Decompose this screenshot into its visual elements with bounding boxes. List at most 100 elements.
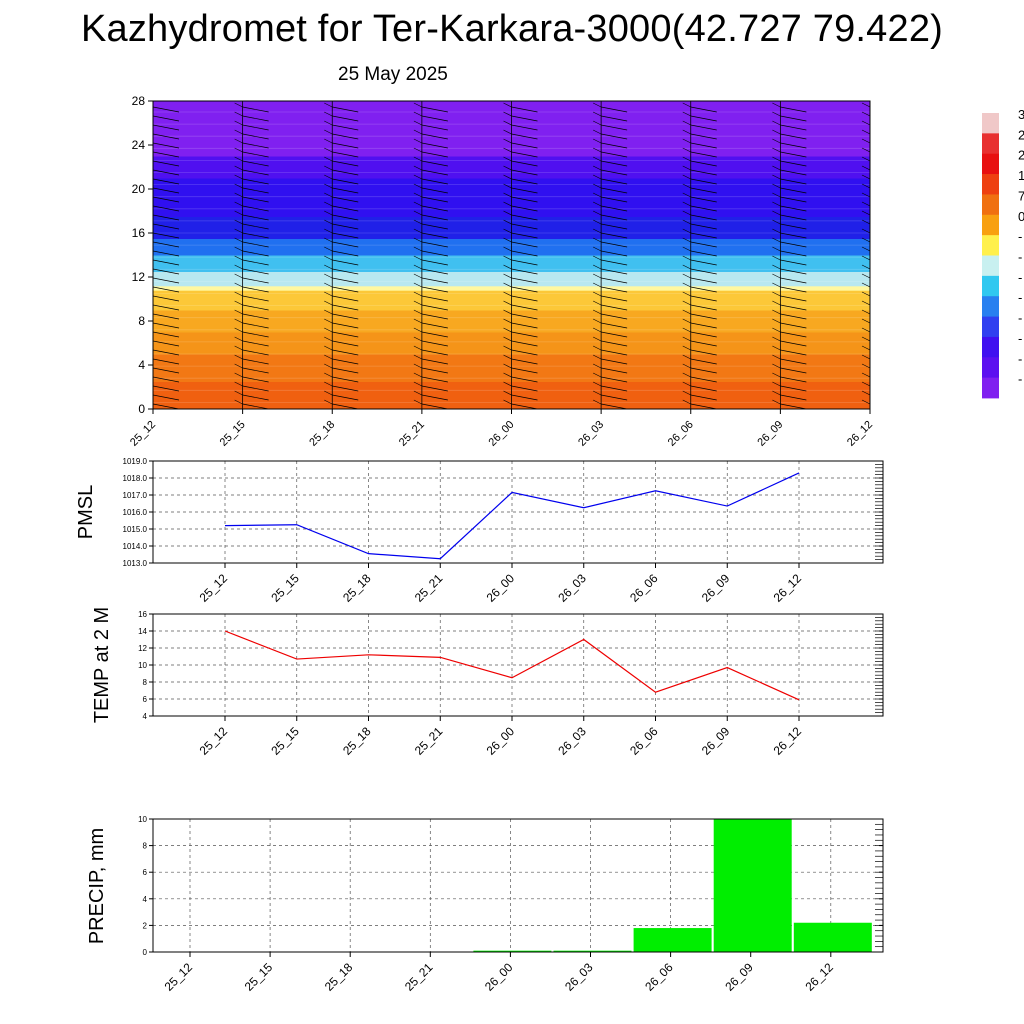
wind-barb [869,377,870,378]
wind-barb [601,304,628,311]
wind-barb [861,327,870,333]
temp-x-tick-label-26_06: 26_06 [627,724,661,758]
wind-barb [413,201,423,207]
temp-x-tick-label-26_03: 26_03 [555,724,589,758]
temp-x-tick-label-26_09: 26_09 [699,724,733,758]
wind-barb [592,291,602,297]
wind-barb [324,174,333,180]
wind-barb [592,255,602,261]
pmsl-y-axis: 1013.0 1014.0 1015.0 1016.0 1017.0 1018.0 1019… [123,457,883,568]
precip-x-tick-label-25_12: 25_12 [162,960,196,994]
wind-barb [324,354,333,360]
temp-axis-label: TEMP at 2 M [91,607,113,723]
wind-barb [413,399,423,405]
wind-barb [869,368,870,369]
colorbar-box-6 [982,235,999,256]
wind-barb [421,232,448,239]
wind-barb [772,399,781,405]
wind-barb [234,156,243,162]
wind-barb [153,313,180,320]
wind-barb [511,241,538,248]
wind-barb [324,390,333,396]
wind-barb [772,354,781,360]
precip-y-tick-label-10: 10 [138,815,147,824]
wind-barb [242,340,269,347]
wind-barb [869,125,870,126]
wind-barb [682,291,691,297]
wind-barb [242,250,269,257]
wind-barb [511,232,538,239]
wind-barb [503,282,512,288]
wind-barb [234,111,243,117]
wind-barb [153,286,180,293]
wind-barb [682,354,691,360]
wind-barb [242,124,269,131]
wind-barb [242,358,269,365]
wind-barb [772,147,781,153]
colorbar-box-0 [982,113,999,134]
wind-barb [332,268,359,275]
wind-barb [869,152,870,153]
wind-barb [861,318,870,324]
wind-barb [153,286,154,287]
wind-barb [503,174,512,180]
wind-barb [153,349,154,350]
wind-barb [772,273,781,279]
wind-barb [592,318,602,324]
wind-barb [421,241,448,248]
wind-barb [601,259,628,266]
wind-barb [332,394,359,401]
wind-barb [324,147,333,153]
precip-x-tick-label-26_00: 26_00 [482,960,516,994]
wind-barb [861,273,870,279]
wind-barb [332,358,359,365]
wind-barb [332,331,359,338]
pmsl-x-tick-label-25_18: 25_18 [340,571,374,605]
wind-barb [153,331,180,338]
wind-barb [772,120,781,126]
wind-barb [682,183,691,189]
wind-barb [413,390,423,396]
wind-barb [234,354,243,360]
wind-barb [780,115,807,122]
wind-barb [413,273,423,279]
wind-barb [153,313,154,314]
wind-barb [511,394,538,401]
wind-barb [682,255,691,261]
wind-barb [869,287,870,288]
colorbar-box-10 [982,316,999,338]
pmsl-x-tick-label-26_03: 26_03 [555,571,589,605]
wind-barb [861,309,870,315]
wind-barb [592,156,602,162]
x-tick-label-26_06: 26_06 [666,419,696,449]
colorbar-label-13: - [1018,372,1022,387]
wind-barb [861,399,870,405]
wind-barb [772,201,781,207]
wind-barb [503,138,512,144]
wind-barb [682,264,691,270]
wind-barb [861,381,870,387]
wind-barbs [153,101,870,409]
colorbar-box-12 [982,357,999,379]
wind-barb [153,403,180,409]
wind-barb [324,183,333,189]
wind-barb [503,363,512,369]
y-tick-label-4: 4 [138,358,145,372]
wind-barb [780,169,807,176]
wind-barb [234,327,243,333]
wind-barb [690,394,717,401]
wind-barb [153,187,180,194]
wind-barb [592,183,602,189]
wind-barb [869,350,870,351]
colorbar-label-1: 2 [1018,127,1024,142]
wind-barb [332,169,359,176]
wind-barb [682,282,691,288]
x-tick-label-26_00: 26_00 [487,419,517,449]
x-tick-label-25_12: 25_12 [128,419,158,449]
precip-x-axis: 25_12 25_15 25_18 25_21 26_00 26_03 26_06 26_09… [162,952,836,994]
wind-barb [234,120,243,126]
wind-barb [503,210,512,216]
wind-barb [153,151,180,158]
wind-barb [592,165,602,171]
colorbar-box-4 [982,194,999,216]
